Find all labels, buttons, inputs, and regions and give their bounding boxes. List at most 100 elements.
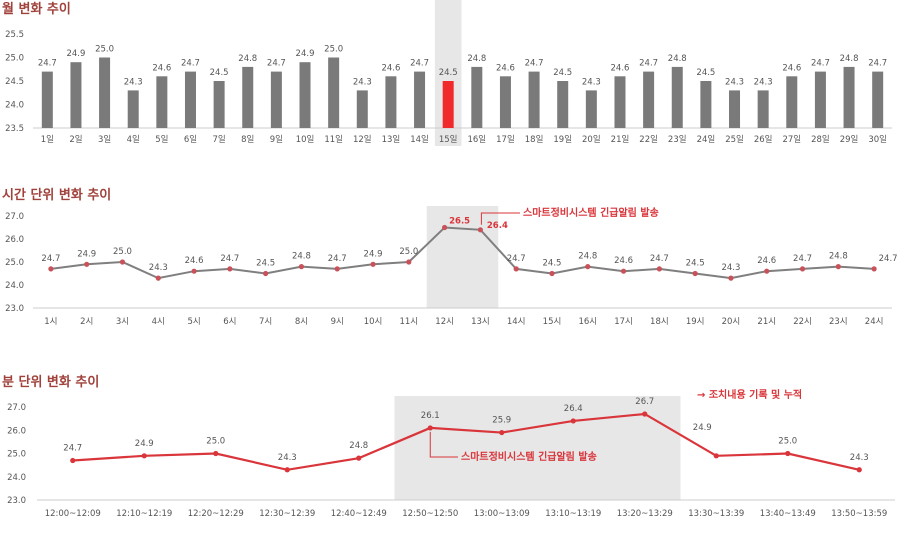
x-tick-label: 26일 (754, 135, 773, 145)
bar (70, 62, 82, 129)
annotation-leader-line (480, 212, 520, 225)
data-point (549, 270, 555, 277)
data-point (141, 453, 147, 459)
bar (299, 62, 311, 129)
data-label: 24.7 (267, 59, 286, 69)
data-label: 25.0 (778, 437, 797, 447)
x-tick-label: 4시 (152, 317, 165, 327)
data-point (356, 455, 362, 461)
x-tick-label: 9일 (270, 135, 283, 145)
x-tick-label: 6시 (223, 317, 236, 327)
x-tick-label: 9시 (331, 317, 344, 327)
bar (156, 76, 168, 128)
data-label: 25.0 (324, 45, 343, 55)
x-tick-label: 18시 (650, 317, 669, 327)
data-label: 24.3 (124, 77, 143, 87)
data-point (70, 457, 76, 464)
data-point (155, 275, 161, 281)
x-tick-label: 4일 (127, 135, 140, 145)
data-point (570, 418, 576, 424)
data-label: 24.9 (77, 249, 96, 259)
data-label: 24.3 (754, 77, 773, 87)
y-tick-label: 26.0 (7, 426, 26, 436)
data-point (477, 227, 483, 233)
minute-line-chart: 23.0 24.0 25.0 26.0 27.0 24.7 12:00~12:09 24.9 1… (7, 388, 895, 519)
data-point (334, 266, 340, 272)
bar (585, 90, 597, 128)
data-label: 24.8 (578, 252, 597, 262)
y-tick-label: 24.0 (5, 101, 24, 111)
data-point (227, 266, 233, 272)
x-tick-label: 19일 (553, 135, 572, 145)
data-label: 24.3 (278, 453, 297, 463)
data-label: 24.7 (525, 59, 544, 69)
data-label: 24.5 (256, 259, 275, 269)
y-tick-label: 24.0 (7, 473, 26, 483)
bar (528, 71, 540, 128)
x-tick-label: 12일 (353, 135, 372, 145)
data-label: 24.8 (829, 252, 848, 262)
data-label: 24.8 (467, 54, 486, 64)
annotation-text: 스마트정비시스템 긴급알림 발송 (523, 206, 659, 219)
x-tick-label: 22일 (639, 135, 658, 145)
data-label: 24.8 (238, 54, 257, 64)
data-point (713, 453, 719, 459)
x-tick-label: 11시 (399, 317, 418, 327)
annotation-leader-line (429, 431, 458, 458)
y-tick-label: 23.5 (5, 124, 24, 134)
x-tick-label: 3시 (116, 317, 129, 327)
y-tick-label: 25.0 (7, 450, 26, 460)
data-label: 24.7 (38, 59, 57, 69)
data-label: 24.8 (840, 54, 859, 64)
data-point (191, 268, 197, 274)
data-label: 25.9 (492, 416, 511, 426)
x-tick-label: 17일 (496, 135, 515, 145)
data-label: 24.8 (292, 252, 311, 262)
x-tick-label: 12:30~12:39 (259, 509, 315, 519)
x-tick-label: 11일 (324, 135, 343, 145)
hourly-chart-title: 시간 단위 변화 추이 (2, 187, 111, 203)
data-point (764, 268, 770, 274)
data-point (620, 268, 627, 274)
bar (614, 76, 626, 128)
data-label: 24.3 (582, 77, 601, 87)
x-tick-label: 13시 (471, 317, 490, 327)
x-tick-label: 6일 (184, 135, 197, 145)
bar (471, 66, 483, 128)
x-tick-label: 13:40~13:49 (760, 509, 816, 519)
x-tick-label: 15시 (543, 317, 562, 327)
data-label: 26.1 (421, 411, 440, 421)
series-line (50, 226, 875, 280)
bar (757, 90, 769, 128)
bar (213, 81, 225, 128)
data-label: 24.7 (639, 59, 658, 69)
data-label: 24.7 (41, 254, 60, 264)
data-point (298, 264, 305, 270)
x-tick-label: 12:20~12:29 (188, 509, 244, 519)
x-tick-label: 29일 (840, 135, 859, 145)
data-point (856, 467, 862, 473)
data-point (48, 266, 54, 272)
bar (414, 71, 426, 128)
data-point (585, 264, 591, 270)
bar (843, 66, 855, 128)
data-label: 24.6 (614, 256, 633, 266)
hourly-line-chart: 23.0 24.0 25.0 26.0 27.0 24.7 1시 24.9 2시 25.0 3시 24… (5, 206, 898, 327)
data-label: 25.0 (206, 437, 225, 447)
bar (242, 66, 254, 128)
y-tick-label: 24.5 (5, 77, 24, 87)
data-label: 24.7 (181, 59, 200, 69)
data-point (213, 450, 219, 457)
x-tick-label: 12:00~12:09 (45, 509, 101, 519)
data-label: 24.5 (439, 68, 458, 78)
bar (356, 90, 368, 128)
data-point (263, 270, 269, 277)
bar (41, 71, 53, 128)
data-label: 24.6 (757, 256, 776, 266)
x-tick-label: 7시 (259, 317, 272, 327)
x-tick-label: 21시 (757, 317, 776, 327)
data-point (499, 429, 505, 436)
data-point (284, 467, 290, 473)
x-tick-label: 27일 (782, 135, 801, 145)
data-label: 24.9 (693, 423, 712, 433)
